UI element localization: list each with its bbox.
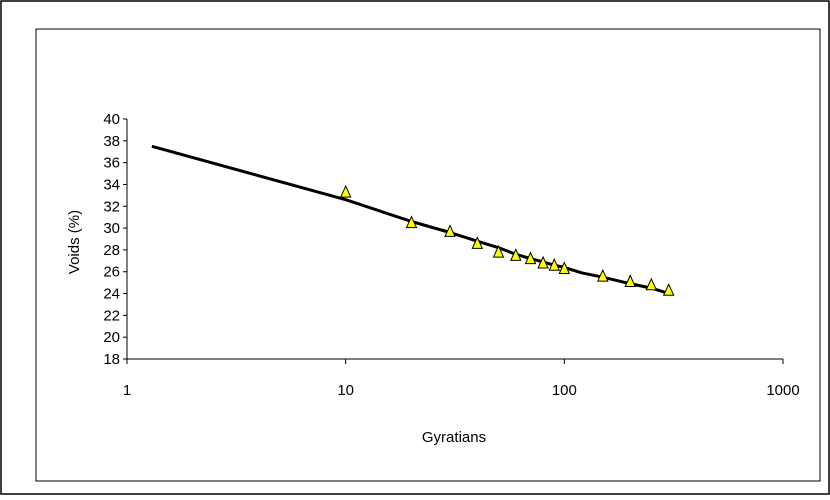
y-tick-label: 40 (103, 111, 120, 128)
data-point-triangle (558, 261, 571, 274)
y-tick-label: 22 (103, 307, 120, 324)
y-tick-label: 26 (103, 264, 120, 281)
data-point-triangle (524, 251, 537, 265)
axes: 18 20 22 24 26 28 30 32 34 36 38 40 1 10 100 1000 (103, 111, 799, 399)
y-tick-label: 20 (103, 329, 120, 346)
data-points-layer (339, 184, 675, 296)
y-tick-label: 32 (103, 198, 120, 215)
data-point-triangle (405, 215, 418, 229)
data-point-triangle (444, 224, 456, 237)
chart-area-frame (35, 28, 821, 482)
fit-line-layer (151, 144, 670, 295)
data-point-triangle (339, 184, 352, 198)
x-axis-title: Gyratians (422, 429, 486, 446)
data-point-triangle (548, 257, 561, 271)
y-tick-label: 36 (103, 155, 120, 172)
data-point-triangle (510, 248, 522, 261)
labels-layer: Gyratians Voids (%) (66, 210, 486, 446)
x-tick-label: 1000 (766, 382, 799, 399)
y-tick-label: 24 (103, 286, 120, 303)
y-tick-label: 30 (103, 220, 120, 237)
data-point-triangle (597, 268, 609, 282)
y-axis-title: Voids (%) (66, 210, 83, 274)
x-tick-label: 100 (552, 382, 577, 399)
data-point-triangle (492, 244, 505, 258)
x-tick-label: 10 (337, 382, 354, 399)
fit-line (151, 144, 670, 295)
data-point-triangle (537, 255, 549, 269)
data-point-triangle (645, 277, 658, 291)
data-point-triangle (624, 274, 636, 287)
y-tick-label: 18 (103, 351, 120, 368)
data-point-triangle (662, 283, 675, 296)
y-tick-label: 38 (103, 133, 120, 150)
data-point-triangle (471, 236, 484, 249)
y-tick-label: 34 (103, 176, 120, 193)
y-tick-label: 28 (103, 242, 120, 259)
x-tick-label: 1 (123, 382, 131, 399)
